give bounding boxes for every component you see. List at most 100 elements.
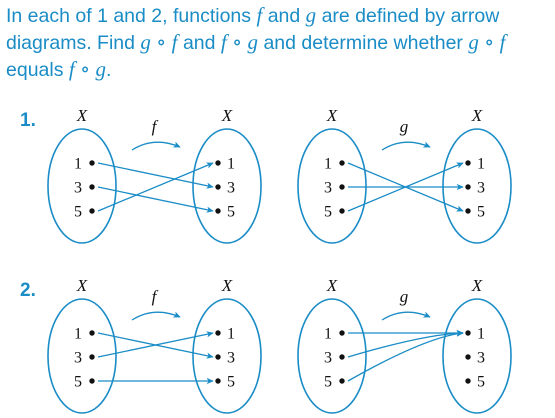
mapping-arrow-3-to-1 — [97, 331, 214, 358]
domain-element: 5 — [324, 374, 332, 391]
domain-dot — [339, 354, 345, 360]
codomain-dot — [465, 330, 471, 336]
codomain-element: 5 — [477, 204, 485, 221]
mapping-arrow-1-to-3 — [97, 162, 214, 189]
codomain-dot — [465, 160, 471, 166]
function-arrow — [381, 311, 431, 321]
domain-dot — [339, 378, 345, 384]
codomain-element: 5 — [227, 204, 235, 221]
domain-dot — [89, 330, 95, 336]
domain-set-oval — [297, 128, 367, 244]
codomain-dot — [215, 208, 221, 214]
domain-element: 1 — [74, 156, 82, 173]
codomain-dot — [215, 354, 221, 360]
codomain-element: 3 — [227, 350, 235, 367]
domain-label: X — [326, 276, 338, 295]
domain-element: 3 — [324, 180, 332, 197]
function-label: g — [400, 287, 409, 306]
codomain-label: X — [221, 276, 233, 295]
codomain-element: 1 — [477, 156, 485, 173]
codomain-set-oval — [192, 128, 262, 244]
domain-element: 1 — [324, 156, 332, 173]
codomain-element: 1 — [227, 156, 235, 173]
function-arrow — [131, 141, 181, 151]
heading-text: are defined by arrow diagrams. Find — [6, 5, 500, 54]
codomain-label: X — [471, 276, 483, 295]
domain-dot — [89, 208, 95, 214]
mapping-arrow-3-to-5 — [97, 186, 214, 213]
heading-f-compose-g: f ∘ g — [220, 30, 259, 54]
codomain-element: 1 — [477, 326, 485, 343]
domain-element: 5 — [74, 374, 82, 391]
domain-dot — [339, 208, 345, 214]
arrow-diagram-g: X Xg 1 3 5 1 3 5 — [297, 106, 512, 244]
arrow-diagram-f: X Xf 1 3 5 1 3 5 — [47, 106, 262, 244]
codomain-set-oval — [442, 298, 512, 414]
codomain-dot — [465, 184, 471, 190]
domain-dot — [89, 354, 95, 360]
codomain-dot — [215, 184, 221, 190]
domain-set-oval — [47, 298, 117, 414]
problem-number: 1. — [20, 110, 36, 131]
mapping-arrow-3-to-1 — [347, 330, 464, 358]
heading-g-compose-f: g ∘ f — [140, 30, 178, 54]
heading-text: . — [106, 59, 112, 81]
codomain-set-oval — [192, 298, 262, 414]
exercise-heading: In each of 1 and 2, functions f and g ar… — [6, 2, 554, 83]
codomain-dot — [215, 378, 221, 384]
problem-2: 2. X Xf 1 3 5 1 3 5 X Xg 1 3 5 1 3 5 — [20, 276, 512, 414]
codomain-element: 5 — [477, 374, 485, 391]
codomain-dot — [465, 354, 471, 360]
codomain-dot — [465, 208, 471, 214]
arrow-diagram-g: X Xg 1 3 5 1 3 5 — [297, 276, 512, 414]
mapping-arrow-5-to-1 — [347, 330, 464, 382]
problem-number: 2. — [20, 280, 36, 301]
domain-label: X — [76, 276, 88, 295]
heading-text: and determine whether — [258, 32, 469, 54]
heading-text: equals — [6, 59, 69, 81]
heading-f-compose-g: f ∘ g — [68, 57, 107, 81]
heading-text: In each of 1 and 2, functions — [6, 5, 257, 27]
domain-dot — [89, 184, 95, 190]
heading-g: g — [305, 3, 317, 27]
function-arrow — [131, 311, 181, 321]
codomain-element: 1 — [227, 326, 235, 343]
domain-dot — [339, 330, 345, 336]
codomain-label: X — [471, 106, 483, 125]
codomain-dot — [465, 378, 471, 384]
heading-text: and — [177, 32, 221, 54]
codomain-element: 3 — [227, 180, 235, 197]
domain-element: 3 — [74, 180, 82, 197]
domain-label: X — [76, 106, 88, 125]
mapping-arrow-5-to-1 — [97, 162, 214, 212]
domain-element: 1 — [74, 326, 82, 343]
codomain-dot — [215, 330, 221, 336]
mapping-arrow-5-to-1 — [347, 162, 464, 212]
function-arrow — [381, 141, 431, 151]
heading-g-compose-f: g ∘ f — [468, 30, 506, 54]
domain-dot — [89, 378, 95, 384]
problem-1: 1. X Xf 1 3 5 1 3 5 X Xg 1 3 5 1 3 5 — [20, 106, 512, 244]
domain-set-oval — [297, 298, 367, 414]
domain-element: 3 — [324, 350, 332, 367]
domain-dot — [89, 160, 95, 166]
domain-label: X — [326, 106, 338, 125]
domain-dot — [339, 160, 345, 166]
heading-text: and — [262, 5, 306, 27]
codomain-dot — [215, 160, 221, 166]
heading-f: f — [256, 3, 263, 27]
codomain-label: X — [221, 106, 233, 125]
domain-set-oval — [47, 128, 117, 244]
domain-element: 5 — [324, 204, 332, 221]
arrow-diagram-f: X Xf 1 3 5 1 3 5 — [47, 276, 262, 414]
function-label: g — [400, 117, 409, 136]
codomain-set-oval — [442, 128, 512, 244]
domain-element: 1 — [324, 326, 332, 343]
function-label: f — [152, 287, 159, 306]
domain-element: 3 — [74, 350, 82, 367]
codomain-element: 3 — [477, 180, 485, 197]
codomain-element: 5 — [227, 374, 235, 391]
function-label: f — [152, 117, 159, 136]
codomain-element: 3 — [477, 350, 485, 367]
